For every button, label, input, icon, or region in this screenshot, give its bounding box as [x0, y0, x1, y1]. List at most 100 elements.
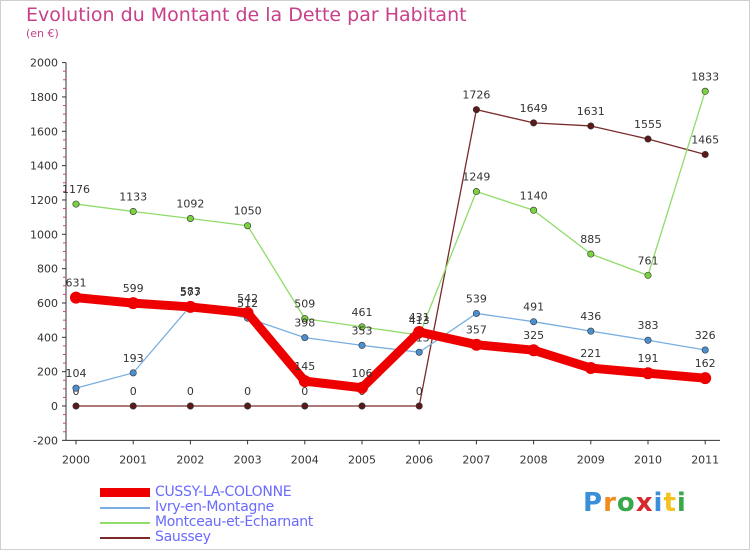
point-saussey	[301, 402, 309, 410]
value-label-cussy-la-colonne: 221	[580, 347, 601, 360]
point-saussey	[415, 402, 423, 410]
point-saussey	[186, 402, 194, 410]
value-label-saussey: 1555	[634, 118, 662, 131]
proxiti-logo: Proxiti	[583, 488, 687, 518]
value-label-montceau-et-echarnant: 413	[409, 314, 430, 327]
legend-label: CUSSY-LA-COLONNE	[155, 484, 292, 500]
point-cussy-la-colonne	[127, 297, 140, 310]
value-label-saussey: 1631	[577, 105, 605, 118]
legend-swatch	[100, 522, 150, 524]
point-montceau-et-echarnant	[644, 271, 652, 279]
x-tick-label: 2010	[634, 453, 662, 466]
value-label-saussey: 0	[301, 385, 308, 398]
point-montceau-et-echarnant	[186, 215, 194, 223]
value-label-ivry-en-montagne: 512	[237, 297, 258, 310]
point-saussey	[472, 106, 480, 114]
logo-letter: i	[676, 488, 687, 518]
value-label-ivry-en-montagne: 436	[580, 310, 601, 323]
point-cussy-la-colonne	[584, 362, 597, 375]
y-tick-label: 1800	[30, 91, 58, 104]
logo-letter: i	[653, 488, 664, 518]
x-tick-label: 2009	[577, 453, 605, 466]
logo-letter: t	[663, 488, 677, 518]
point-ivry-en-montagne	[129, 369, 137, 377]
y-tick-label: 1200	[30, 194, 58, 207]
value-label-montceau-et-echarnant: 461	[352, 306, 373, 319]
y-tick-label: 400	[37, 331, 58, 344]
series-line-montceau-et-echarnant	[75, 90, 706, 336]
value-label-montceau-et-echarnant: 1140	[520, 189, 548, 202]
logo-letter: x	[635, 488, 654, 518]
logo-letter: P	[583, 488, 604, 518]
x-tick-label: 2001	[119, 453, 147, 466]
value-label-cussy-la-colonne: 631	[66, 277, 87, 290]
legend-label: Montceau-et-Echarnant	[155, 514, 313, 530]
value-label-montceau-et-echarnant: 1050	[234, 205, 262, 218]
x-tick-label: 2007	[462, 453, 490, 466]
y-tick-label: 0	[51, 400, 58, 413]
point-montceau-et-echarnant	[129, 207, 137, 215]
point-montceau-et-echarnant	[530, 206, 538, 214]
point-saussey	[129, 402, 137, 410]
series-line-ivry-en-montagne	[75, 305, 706, 389]
point-cussy-la-colonne	[470, 338, 483, 351]
point-ivry-en-montagne	[358, 341, 366, 349]
point-saussey	[358, 402, 366, 410]
x-tick-label: 2005	[348, 453, 376, 466]
point-montceau-et-echarnant	[244, 222, 252, 230]
point-montceau-et-echarnant	[701, 87, 709, 95]
value-label-cussy-la-colonne: 162	[695, 357, 716, 370]
value-label-montceau-et-echarnant: 1092	[176, 198, 204, 211]
series-line-cussy-la-colonne	[71, 293, 710, 393]
x-tick-label: 2011	[691, 453, 719, 466]
point-saussey	[701, 150, 709, 158]
logo-letter: r	[603, 488, 617, 518]
value-label-ivry-en-montagne: 104	[66, 367, 87, 380]
point-ivry-en-montagne	[72, 384, 80, 392]
y-tick-label: 800	[37, 263, 58, 276]
point-saussey	[587, 122, 595, 130]
value-label-cussy-la-colonne: 577	[180, 286, 201, 299]
point-cussy-la-colonne	[527, 344, 540, 357]
value-label-montceau-et-echarnant: 1176	[62, 183, 90, 196]
value-label-cussy-la-colonne: 145	[294, 360, 315, 373]
value-label-ivry-en-montagne: 539	[466, 292, 487, 305]
value-label-ivry-en-montagne: 583	[180, 285, 201, 298]
point-saussey	[244, 402, 252, 410]
value-label-ivry-en-montagne: 398	[294, 317, 315, 330]
x-tick-label: 2003	[234, 453, 262, 466]
point-ivry-en-montagne	[644, 336, 652, 344]
point-cussy-la-colonne	[699, 372, 712, 385]
point-cussy-la-colonne	[356, 381, 368, 394]
value-label-cussy-la-colonne: 542	[237, 292, 258, 305]
value-label-saussey: 1465	[691, 133, 719, 146]
point-cussy-la-colonne	[241, 306, 254, 319]
value-label-saussey: 1649	[520, 102, 548, 115]
point-montceau-et-echarnant	[587, 250, 595, 258]
chart-legend: CUSSY-LA-COLONNE Ivry-en-Montagne Montceau…	[100, 484, 420, 545]
value-label-ivry-en-montagne: 193	[123, 352, 144, 365]
value-label-cussy-la-colonne: 191	[638, 352, 659, 365]
value-label-ivry-en-montagne: 353	[352, 324, 373, 337]
y-tick-label: 600	[37, 297, 58, 310]
point-ivry-en-montagne	[701, 346, 709, 354]
legend-item: Ivry-en-Montagne	[100, 499, 420, 515]
value-label-saussey: 0	[244, 385, 251, 398]
value-label-montceau-et-echarnant: 885	[580, 233, 601, 246]
point-cussy-la-colonne	[642, 367, 654, 380]
legend-label: Saussey	[155, 529, 211, 545]
value-label-saussey: 1726	[462, 89, 490, 102]
value-label-ivry-en-montagne: 383	[638, 319, 659, 332]
value-label-ivry-en-montagne: 491	[523, 301, 544, 314]
value-label-cussy-la-colonne: 325	[523, 329, 544, 342]
point-montceau-et-echarnant	[301, 315, 309, 323]
point-cussy-la-colonne	[298, 375, 311, 388]
legend-swatch	[100, 488, 150, 497]
y-tick-label: 1000	[30, 228, 58, 241]
value-label-montceau-et-echarnant: 761	[638, 254, 659, 267]
value-label-saussey: 0	[416, 385, 423, 398]
value-label-ivry-en-montagne: 326	[695, 329, 716, 342]
value-label-cussy-la-colonne: 431	[409, 311, 430, 324]
point-montceau-et-echarnant	[72, 200, 80, 208]
